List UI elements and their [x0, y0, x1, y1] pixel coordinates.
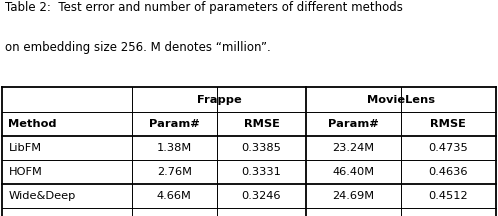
Text: MovieLens: MovieLens [367, 95, 435, 105]
Text: LibFM: LibFM [8, 143, 42, 153]
Text: 4.66M: 4.66M [157, 191, 192, 201]
Text: 0.3385: 0.3385 [242, 143, 281, 153]
Text: RMSE: RMSE [430, 119, 466, 129]
Text: 46.40M: 46.40M [333, 167, 374, 177]
Text: 0.4636: 0.4636 [428, 167, 468, 177]
Text: 24.69M: 24.69M [333, 191, 374, 201]
Text: Param#: Param# [149, 119, 200, 129]
Text: 0.3331: 0.3331 [242, 167, 281, 177]
Text: RMSE: RMSE [244, 119, 279, 129]
Text: Wide&Deep: Wide&Deep [8, 191, 76, 201]
Text: 0.4512: 0.4512 [428, 191, 468, 201]
Text: Method: Method [8, 119, 57, 129]
Text: on embedding size 256. M denotes “million”.: on embedding size 256. M denotes “millio… [5, 41, 271, 54]
Text: 2.76M: 2.76M [157, 167, 192, 177]
Text: Table 2:  Test error and number of parameters of different methods: Table 2: Test error and number of parame… [5, 1, 403, 14]
Text: Frappe: Frappe [197, 95, 242, 105]
Text: HOFM: HOFM [8, 167, 42, 177]
Text: 0.3246: 0.3246 [242, 191, 281, 201]
Text: Param#: Param# [328, 119, 379, 129]
Text: 23.24M: 23.24M [333, 143, 374, 153]
Text: 0.4735: 0.4735 [428, 143, 468, 153]
Text: 1.38M: 1.38M [157, 143, 192, 153]
